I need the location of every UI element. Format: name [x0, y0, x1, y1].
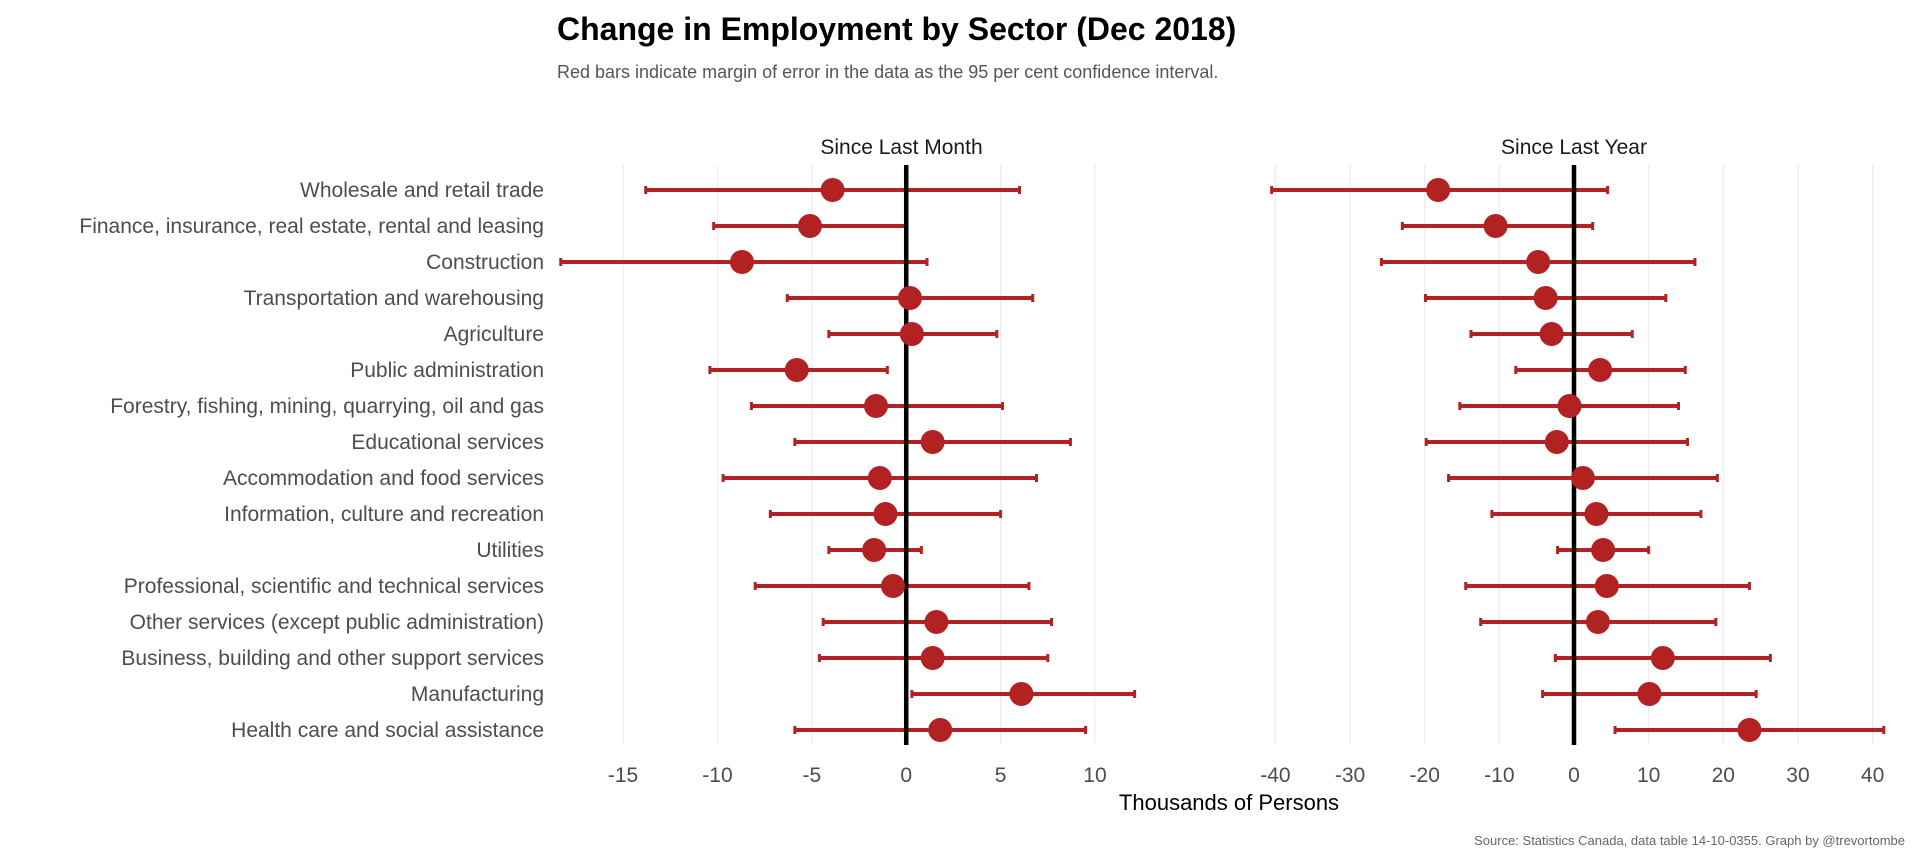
- data-point: [862, 538, 887, 562]
- chart-subtitle: Red bars indicate margin of error in the…: [557, 62, 1218, 82]
- data-point: [1737, 718, 1762, 742]
- data-point: [1650, 646, 1675, 670]
- data-point: [1426, 178, 1451, 202]
- tick-label: -20: [1410, 764, 1440, 787]
- chart-title: Change in Employment by Sector (Dec 2018…: [557, 11, 1236, 47]
- tick-label: -30: [1335, 764, 1365, 787]
- tick-label: 0: [1568, 764, 1580, 787]
- data-point: [897, 286, 922, 310]
- data-point: [1585, 610, 1610, 634]
- tick-label: 0: [900, 764, 912, 787]
- tick-label: -10: [702, 764, 732, 787]
- category-label: Business, building and other support ser…: [121, 647, 544, 670]
- category-label: Information, culture and recreation: [224, 503, 544, 526]
- data-point: [820, 178, 845, 202]
- data-point: [873, 502, 898, 526]
- panel-since-last-year: Since Last Year -40 -30 -20 -10 0 10 20 30 40: [1260, 136, 1886, 787]
- data-point: [784, 358, 809, 382]
- data-point: [1533, 286, 1558, 310]
- data-point: [1570, 466, 1595, 490]
- data-point: [1588, 358, 1613, 382]
- tick-label: -5: [802, 764, 821, 787]
- panel-since-last-month: Since Last Month -15 -10 -5 0 5 10: [559, 136, 1137, 787]
- data-point: [1009, 682, 1034, 706]
- data-point: [920, 646, 945, 670]
- category-label: Other services (except public administra…: [130, 611, 544, 634]
- tick-label: 40: [1861, 764, 1884, 787]
- data-point: [867, 466, 892, 490]
- tick-label: 20: [1712, 764, 1735, 787]
- tick-label: 30: [1786, 764, 1809, 787]
- data-point: [924, 610, 949, 634]
- data-point: [1483, 214, 1508, 238]
- data-point: [1526, 250, 1551, 274]
- data-point: [899, 322, 924, 346]
- data-point: [881, 574, 906, 598]
- category-label: Forestry, fishing, mining, quarrying, oi…: [110, 395, 544, 418]
- category-label: Public administration: [350, 359, 544, 382]
- data-point: [864, 394, 889, 418]
- panel-title: Since Last Year: [1501, 136, 1647, 159]
- category-label: Agriculture: [444, 323, 544, 346]
- data-point: [1594, 574, 1619, 598]
- data-point: [1557, 394, 1582, 418]
- tick-label: -15: [608, 764, 638, 787]
- tick-label: 5: [995, 764, 1007, 787]
- tick-label: 10: [1083, 764, 1106, 787]
- category-label: Wholesale and retail trade: [300, 179, 544, 202]
- category-label: Finance, insurance, real estate, rental …: [79, 215, 544, 238]
- x-axis-label: Thousands of Persons: [1119, 790, 1339, 815]
- category-label: Utilities: [476, 539, 544, 562]
- category-label: Transportation and warehousing: [244, 287, 544, 310]
- tick-label: -40: [1260, 764, 1290, 787]
- category-labels: Wholesale and retail trade Finance, insur…: [79, 179, 544, 742]
- data-point: [1637, 682, 1662, 706]
- category-label: Educational services: [351, 431, 544, 454]
- data-point: [1591, 538, 1616, 562]
- tick-label: 10: [1637, 764, 1660, 787]
- category-label: Manufacturing: [411, 683, 544, 706]
- data-point: [797, 214, 822, 238]
- panel-title: Since Last Month: [820, 136, 982, 159]
- category-label: Accommodation and food services: [223, 467, 544, 490]
- data-point: [920, 430, 945, 454]
- data-point: [928, 718, 953, 742]
- category-label: Construction: [426, 251, 544, 274]
- data-point: [1539, 322, 1564, 346]
- data-point: [729, 250, 754, 274]
- tick-label: -10: [1484, 764, 1514, 787]
- category-label: Health care and social assistance: [231, 719, 544, 742]
- data-point: [1544, 430, 1569, 454]
- data-point: [1584, 502, 1609, 526]
- category-label: Professional, scientific and technical s…: [124, 575, 544, 598]
- chart-caption: Source: Statistics Canada, data table 14…: [1474, 833, 1905, 848]
